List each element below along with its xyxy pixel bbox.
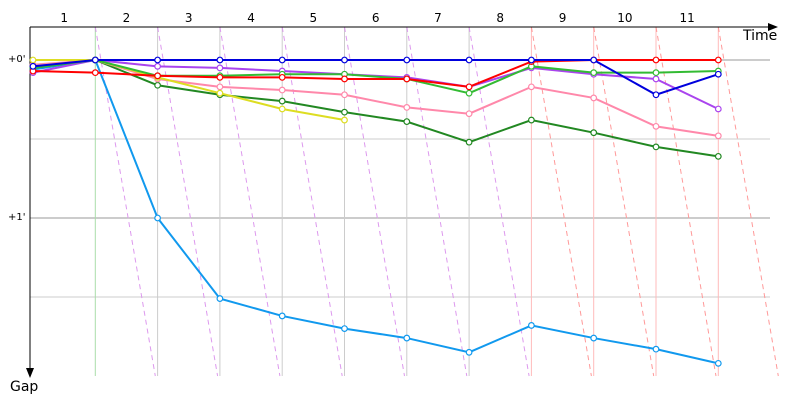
data-point	[341, 75, 348, 83]
data-point	[216, 73, 224, 81]
data-point	[465, 348, 473, 356]
data-point	[341, 91, 348, 99]
data-point	[154, 81, 162, 89]
data-point	[278, 97, 286, 105]
data-point	[714, 152, 722, 160]
lap-label: 11	[680, 11, 695, 25]
data-point	[403, 103, 411, 111]
series-8	[29, 56, 722, 367]
data-point	[29, 56, 37, 64]
data-point	[590, 56, 598, 64]
data-point	[714, 70, 722, 78]
lap-label: 8	[496, 11, 504, 25]
data-point	[278, 56, 286, 64]
data-point	[652, 69, 660, 77]
data-point	[714, 132, 722, 140]
gap-tick-label: +0'	[8, 54, 26, 65]
lap-label: 2	[123, 11, 131, 25]
data-point	[216, 295, 224, 302]
data-point	[465, 138, 473, 146]
data-point	[652, 345, 660, 353]
lap-label: 9	[559, 11, 567, 25]
data-point	[341, 116, 348, 124]
tick-labels: 1 2 3 4 5 6 7 8 9 10 11 +0' +1'	[8, 11, 695, 223]
data-point	[154, 62, 162, 70]
data-point	[154, 56, 162, 64]
data-point	[714, 105, 722, 113]
data-point	[341, 325, 348, 333]
series-line	[32, 59, 719, 96]
data-point	[154, 214, 162, 222]
data-point	[528, 83, 535, 91]
lapping-line	[94, 26, 156, 377]
data-point	[652, 75, 660, 83]
data-point	[465, 56, 473, 64]
data-point	[528, 322, 535, 329]
x-axis-arrow	[768, 23, 778, 31]
lap-label: 3	[185, 11, 193, 25]
y-axis-label: Gap	[10, 379, 38, 395]
data-point	[590, 334, 598, 342]
series-line	[32, 58, 719, 365]
series-5	[29, 56, 348, 124]
lapping-line	[655, 26, 717, 377]
series-line	[33, 59, 345, 122]
data-point	[278, 312, 286, 320]
data-point	[652, 91, 660, 99]
data-point	[341, 56, 348, 64]
lapping-lines-layer	[94, 26, 779, 377]
data-point	[403, 75, 411, 83]
data-point	[403, 334, 411, 342]
data-point	[528, 116, 535, 124]
lap-label: 6	[372, 11, 380, 25]
data-point	[403, 56, 411, 64]
data-point	[341, 108, 348, 116]
series-1	[29, 56, 722, 99]
x-axis-label: Time	[742, 28, 777, 44]
data-point	[216, 89, 224, 97]
data-point	[465, 110, 473, 118]
lap-label: 1	[60, 11, 68, 25]
axes: Time Gap	[10, 23, 778, 395]
data-point	[465, 89, 473, 97]
data-point	[216, 64, 224, 72]
series-line	[32, 58, 719, 95]
data-point	[154, 72, 162, 80]
data-point	[278, 86, 286, 94]
data-point	[652, 143, 660, 151]
series-4	[29, 56, 722, 113]
data-point	[216, 56, 224, 64]
data-point	[590, 129, 598, 137]
lap-label: 5	[310, 11, 318, 25]
data-point	[278, 105, 286, 113]
data-point	[465, 83, 473, 91]
data-point	[590, 94, 598, 102]
lapping-line	[219, 26, 281, 377]
data-point	[91, 69, 99, 77]
series-layer	[29, 56, 722, 367]
data-point	[714, 56, 722, 64]
gap-tick-label: +1'	[8, 212, 26, 223]
data-point	[403, 118, 411, 126]
data-point	[91, 56, 99, 64]
lapping-line	[530, 26, 592, 377]
data-point	[714, 359, 722, 367]
lapping-line	[717, 26, 779, 377]
lap-label: 7	[434, 11, 442, 25]
data-point	[652, 56, 660, 64]
data-point	[278, 73, 286, 81]
lap-label: 10	[617, 11, 632, 25]
series-line	[32, 58, 719, 158]
data-point	[29, 62, 37, 70]
series-line	[32, 59, 719, 88]
data-point	[652, 122, 660, 130]
y-axis-arrow	[26, 368, 34, 378]
lap-label: 4	[247, 11, 255, 25]
lapping-line	[593, 26, 655, 377]
data-point	[528, 56, 535, 64]
data-point	[216, 83, 224, 91]
data-point	[590, 69, 598, 77]
